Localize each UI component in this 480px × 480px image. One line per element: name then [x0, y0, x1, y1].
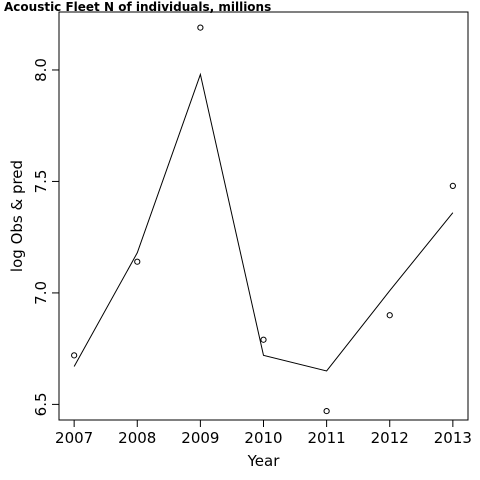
- observed-point: [323, 407, 330, 415]
- observed-point: [260, 336, 267, 343]
- y-tick-label: 8.0: [32, 58, 50, 82]
- x-tick-label: 2010: [244, 429, 282, 447]
- observed-point: [197, 24, 204, 31]
- chart-title: Acoustic Fleet N of individuals, million…: [4, 0, 271, 14]
- observed-point: [449, 182, 456, 190]
- x-tick-label: 2007: [55, 429, 93, 447]
- predicted-line: [73, 72, 454, 372]
- y-tick-label: 7.0: [32, 281, 50, 305]
- observed-series: [71, 24, 456, 415]
- x-axis: 2007 2008 2009 2010 2011 2012 2013: [55, 420, 472, 447]
- x-tick-label: 2013: [434, 429, 472, 447]
- y-axis: 6.5 7.0 7.5 8.0: [32, 58, 59, 416]
- y-tick-label: 6.5: [32, 392, 50, 416]
- x-tick-label: 2011: [308, 429, 346, 447]
- x-tick-label: 2009: [181, 429, 219, 447]
- x-tick-label: 2012: [371, 429, 409, 447]
- x-tick-label: 2008: [118, 429, 156, 447]
- x-axis-title: Year: [247, 452, 281, 470]
- y-axis-title: log Obs & pred: [8, 160, 26, 272]
- observed-point: [134, 258, 141, 265]
- predicted-series: [73, 72, 454, 372]
- y-tick-label: 7.5: [32, 170, 50, 194]
- observed-point: [71, 352, 78, 359]
- observed-point: [386, 312, 393, 319]
